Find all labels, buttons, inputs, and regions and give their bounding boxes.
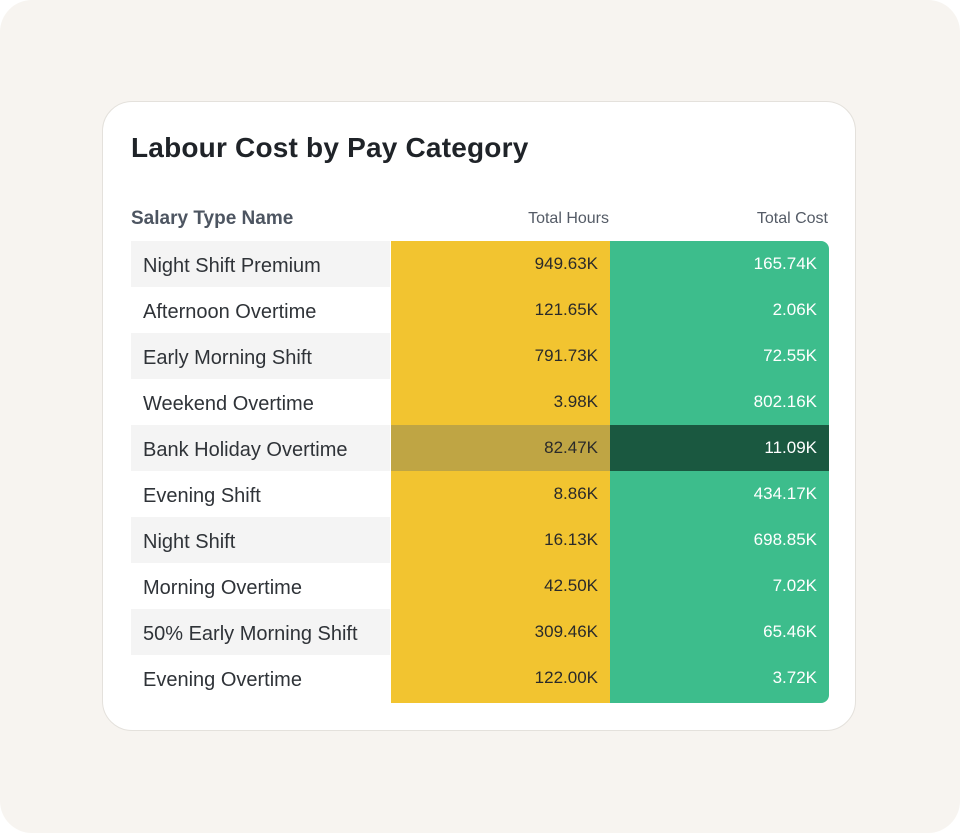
salary-type-name-cell: 50% Early Morning Shift: [131, 609, 390, 655]
total-hours-column-fill: [391, 241, 610, 703]
total-cost-cell: 698.85K: [753, 530, 817, 549]
table-row[interactable]: Evening Shift 8.86K 434.17K: [131, 471, 829, 517]
table-row[interactable]: Evening Overtime 122.00K 3.72K: [131, 655, 829, 701]
total-cost-cell: 2.06K: [772, 300, 817, 319]
table-row-highlighted[interactable]: Bank Holiday Overtime 82.47K 11.09K: [131, 425, 829, 471]
table-row[interactable]: Afternoon Overtime 121.65K 2.06K: [131, 287, 829, 333]
table-row[interactable]: Early Morning Shift 791.73K 72.55K: [131, 333, 829, 379]
total-cost-cell: 65.46K: [763, 622, 817, 641]
total-cost-cell: 72.55K: [763, 346, 817, 365]
total-hours-cell: 121.65K: [534, 300, 598, 319]
salary-type-name-cell: Morning Overtime: [143, 577, 302, 599]
total-hours-cell: 949.63K: [534, 254, 598, 273]
salary-type-name-cell: Bank Holiday Overtime: [131, 425, 390, 471]
salary-type-name-cell: Evening Shift: [143, 485, 261, 507]
total-hours-cell: 82.47K: [391, 425, 610, 471]
column-header-total-hours[interactable]: Total Hours: [528, 210, 609, 227]
total-hours-cell: 16.13K: [544, 530, 598, 549]
total-hours-cell: 309.46K: [534, 622, 598, 641]
table-row[interactable]: Night Shift Premium 949.63K 165.74K: [131, 241, 829, 287]
table-row[interactable]: Night Shift 16.13K 698.85K: [131, 517, 829, 563]
total-cost-cell: 7.02K: [772, 576, 817, 595]
salary-type-name-cell: Night Shift Premium: [131, 241, 390, 287]
table-row[interactable]: Morning Overtime 42.50K 7.02K: [131, 563, 829, 609]
table-header: Salary Type Name Total Hours Total Cost: [131, 205, 829, 233]
table-row[interactable]: 50% Early Morning Shift 309.46K 65.46K: [131, 609, 829, 655]
total-cost-cell: 434.17K: [753, 484, 817, 503]
card-title: Labour Cost by Pay Category: [131, 132, 529, 163]
salary-type-name-cell: Night Shift: [131, 517, 390, 563]
total-cost-cell: 11.09K: [610, 425, 829, 471]
total-cost-cell: 165.74K: [753, 254, 817, 273]
column-header-salary-type-name[interactable]: Salary Type Name: [131, 208, 294, 229]
total-hours-cell: 3.98K: [553, 392, 598, 411]
total-hours-cell: 8.86K: [553, 484, 598, 503]
salary-type-name-cell: Early Morning Shift: [131, 333, 390, 379]
column-header-total-cost[interactable]: Total Cost: [756, 210, 828, 227]
total-hours-cell: 42.50K: [544, 576, 598, 595]
table-row[interactable]: Weekend Overtime 3.98K 802.16K: [131, 379, 829, 425]
total-hours-cell: 791.73K: [534, 346, 598, 365]
salary-type-name-cell: Weekend Overtime: [143, 393, 314, 415]
table-body: Night Shift Premium 949.63K 165.74K Afte…: [131, 241, 829, 703]
total-hours-cell: 122.00K: [534, 668, 598, 687]
table-card: Labour Cost by Pay Category Salary Type …: [102, 101, 856, 731]
total-cost-cell: 3.72K: [772, 668, 817, 687]
salary-type-name-cell: Afternoon Overtime: [143, 301, 317, 323]
salary-type-name-cell: Evening Overtime: [143, 669, 302, 691]
total-cost-column-fill: [610, 241, 829, 703]
total-cost-cell: 802.16K: [753, 392, 817, 411]
